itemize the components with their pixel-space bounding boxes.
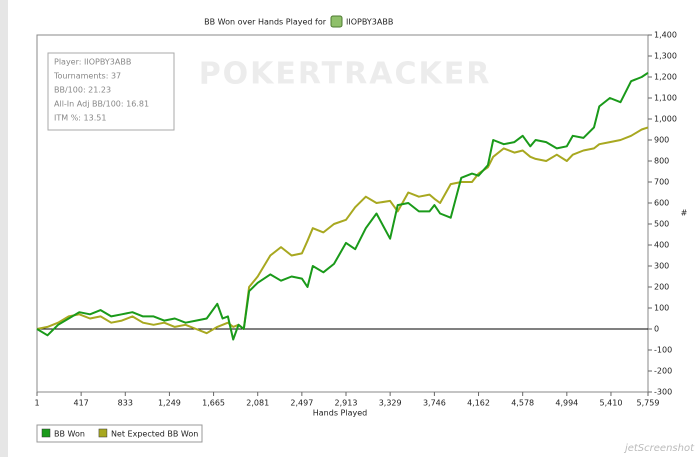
x-axis-label: Hands Played xyxy=(313,409,367,418)
y-tick-label: 900 xyxy=(654,136,669,145)
y-tick-label: 800 xyxy=(654,157,669,166)
x-tick-label: 5,759 xyxy=(637,399,660,408)
credit: jetScreenshot xyxy=(623,443,695,454)
x-tick-label: 4,162 xyxy=(467,399,490,408)
y-tick-label: 600 xyxy=(654,199,669,208)
x-tick-label: 1 xyxy=(34,399,39,408)
stat-line: Tournaments: 37 xyxy=(53,72,121,81)
series-line xyxy=(36,71,649,341)
y-tick-label: -300 xyxy=(654,388,672,397)
y-tick-label: 400 xyxy=(654,241,669,250)
window-edge xyxy=(0,0,8,457)
series-line xyxy=(36,126,649,335)
x-tick-label: 3,746 xyxy=(423,399,446,408)
x-tick-label: 4,994 xyxy=(555,399,578,408)
legend-swatch xyxy=(41,428,51,438)
y-tick-label: 700 xyxy=(654,178,669,187)
player-name: IIOPBY3ABB xyxy=(346,18,393,27)
legend-swatch xyxy=(98,428,108,438)
x-tick-label: 2,497 xyxy=(290,399,313,408)
x-tick-label: 2,913 xyxy=(335,399,358,408)
chart-title: BB Won over Hands Played for xyxy=(204,18,327,27)
stat-line: Player: IIOPBY3ABB xyxy=(54,58,131,67)
x-tick-label: 1,249 xyxy=(158,399,181,408)
y-tick-label: 1,100 xyxy=(654,94,677,103)
y-tick-label: 1,300 xyxy=(654,52,677,61)
plot-frame xyxy=(36,34,649,393)
legend-label: Net Expected BB Won xyxy=(111,430,198,439)
y-tick-label: 1,000 xyxy=(654,115,677,124)
player-icon xyxy=(330,15,343,28)
x-tick-label: 2,081 xyxy=(246,399,269,408)
y-tick-label: 200 xyxy=(654,283,669,292)
watermark: POKERTRACKER xyxy=(199,57,492,92)
x-tick-label: 4,578 xyxy=(511,399,534,408)
x-tick-label: 5,410 xyxy=(600,399,623,408)
x-tick-label: 3,329 xyxy=(379,399,402,408)
y-tick-label: 1,400 xyxy=(654,31,677,40)
y-tick-label: 500 xyxy=(654,220,669,229)
legend-label: BB Won xyxy=(54,430,85,439)
y-tick-label: -200 xyxy=(654,367,672,376)
stat-line: All-In Adj BB/100: 16.81 xyxy=(54,100,149,109)
stats-box xyxy=(47,52,175,131)
x-tick-label: 833 xyxy=(118,399,133,408)
stat-line: BB/100: 21.23 xyxy=(54,86,111,95)
legend xyxy=(36,424,203,443)
y-tick-label: -100 xyxy=(654,346,672,355)
y-tick-label: 100 xyxy=(654,304,669,313)
x-tick-label: 417 xyxy=(74,399,89,408)
y-tick-label: 0 xyxy=(654,325,659,334)
stat-line: ITM %: 13.51 xyxy=(54,114,106,123)
x-tick-label: 1,665 xyxy=(202,399,225,408)
y-axis-label: # xyxy=(681,209,688,218)
y-tick-label: 1,200 xyxy=(654,73,677,82)
y-tick-label: 300 xyxy=(654,262,669,271)
